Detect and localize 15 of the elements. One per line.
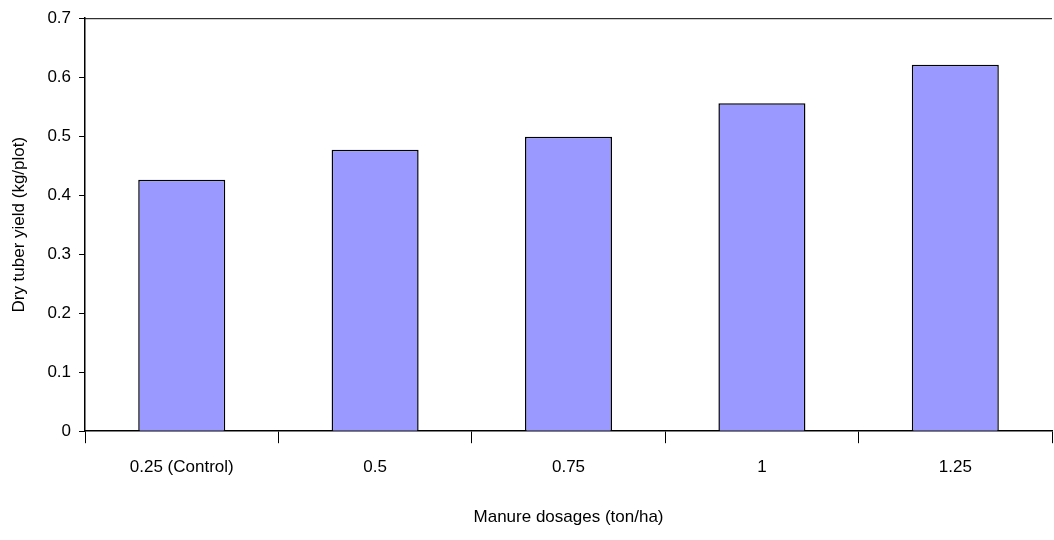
y-tick-label: 0.6 <box>47 66 72 86</box>
y-axis-title: Dry tuber yield (kg/plot) <box>8 136 28 313</box>
y-tick-label: 0.7 <box>47 7 72 27</box>
y-tick-label: 0.2 <box>47 302 72 322</box>
x-tick-label: 1.25 <box>938 457 972 477</box>
y-tick-label: 0.4 <box>47 184 72 204</box>
x-tick-label: 1 <box>757 457 767 477</box>
y-tick-label: 0 <box>61 420 72 440</box>
y-tick-label: 0.1 <box>47 361 72 381</box>
x-tick-label: 0.25 (Control) <box>129 457 234 477</box>
x-tick-label: 0.5 <box>363 457 387 477</box>
y-tick-label: 0.3 <box>47 243 72 263</box>
x-axis-title: Manure dosages (ton/ha) <box>473 507 664 527</box>
x-tick-label: 0.75 <box>551 457 586 477</box>
y-tick-label: 0.5 <box>47 125 72 145</box>
